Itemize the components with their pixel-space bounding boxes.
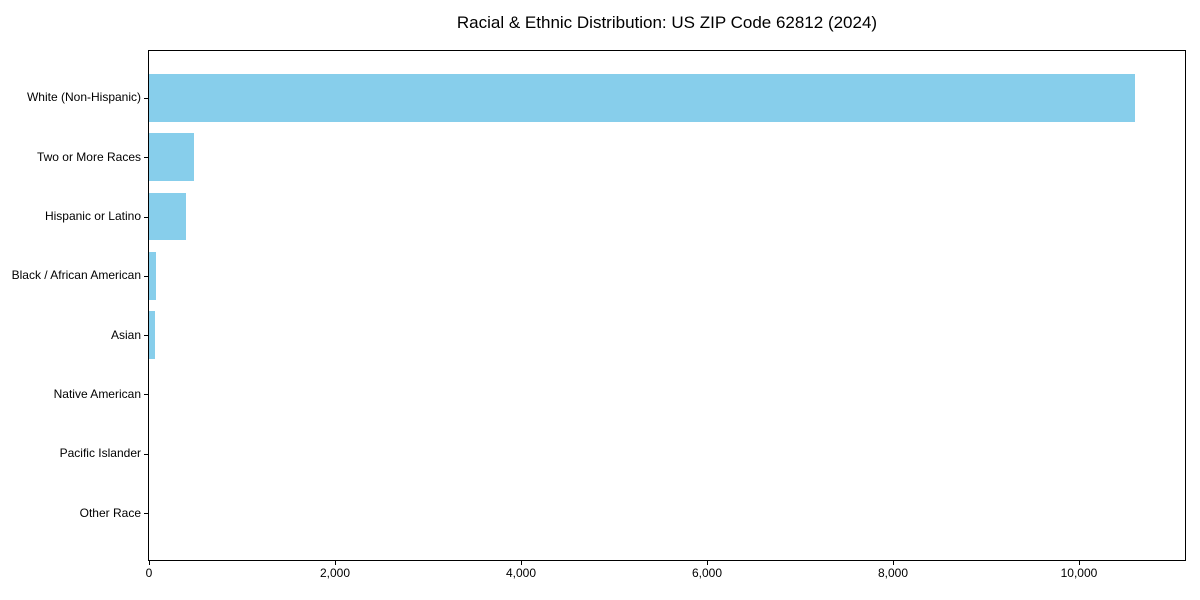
- plot-area: [148, 50, 1186, 561]
- y-axis-tick: [144, 157, 148, 159]
- y-tick-label: Two or More Races: [36, 149, 141, 164]
- x-tick-label: 2,000: [319, 566, 350, 580]
- y-axis-tick: [144, 335, 148, 337]
- y-axis-tick: [144, 394, 148, 396]
- x-axis-tick: [149, 561, 150, 565]
- y-tick-label: Pacific Islander: [59, 446, 141, 461]
- x-axis-tick: [1078, 561, 1080, 565]
- bar-2: [149, 133, 194, 181]
- y-tick-label: White (Non-Hispanic): [26, 90, 141, 105]
- x-tick-label: 8,000: [877, 566, 908, 580]
- y-axis-tick: [144, 513, 148, 515]
- chart-title: Racial & Ethnic Distribution: US ZIP Cod…: [456, 13, 878, 32]
- bar-1: [149, 74, 1135, 122]
- x-tick-label: 0: [145, 566, 153, 580]
- x-tick-label: 10,000: [1060, 566, 1098, 580]
- x-tick-label: 6,000: [691, 566, 722, 580]
- x-axis-tick: [892, 561, 894, 565]
- x-tick-label: 4,000: [505, 566, 536, 580]
- x-axis-tick: [706, 561, 708, 565]
- bar-3: [149, 192, 187, 241]
- x-axis-tick: [520, 561, 522, 565]
- y-axis-tick: [144, 97, 148, 99]
- bar-5: [149, 311, 156, 359]
- bar-4: [149, 252, 157, 300]
- y-axis-tick: [144, 275, 148, 277]
- x-axis-tick: [334, 561, 336, 565]
- y-tick-label: Asian: [110, 327, 141, 342]
- y-axis-tick: [144, 453, 148, 455]
- y-tick-label: Other Race: [79, 505, 141, 520]
- y-tick-label: Black / African American: [11, 268, 141, 283]
- y-tick-label: Hispanic or Latino: [44, 209, 141, 223]
- y-tick-label: Native American: [53, 386, 141, 401]
- y-axis-tick: [144, 216, 148, 218]
